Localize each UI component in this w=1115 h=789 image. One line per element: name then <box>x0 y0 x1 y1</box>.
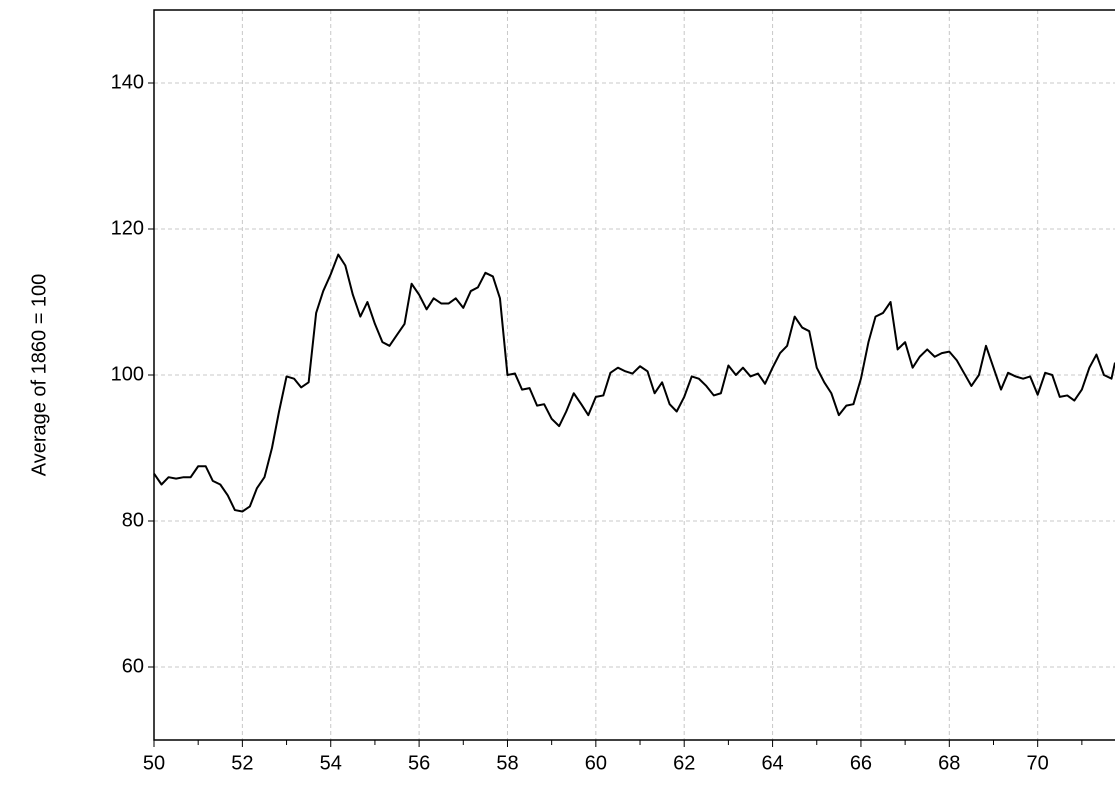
y-tick-label: 120 <box>111 217 144 239</box>
plot-frame <box>153 9 1115 741</box>
y-tick-label: 140 <box>111 71 144 93</box>
data-line <box>153 253 1115 513</box>
x-tick-label: 70 <box>1027 752 1049 774</box>
x-tick-label: 66 <box>850 752 872 774</box>
y-tick-label: 80 <box>122 509 144 531</box>
y-tick-label: 100 <box>111 363 144 385</box>
x-tick-label: 52 <box>231 752 253 774</box>
x-tick-label: 60 <box>585 752 607 774</box>
x-tick-label: 50 <box>143 752 165 774</box>
y-axis-label: Average of 1860 = 100 <box>28 274 50 477</box>
y-tick-label: 60 <box>122 655 144 677</box>
x-tick-label: 58 <box>496 752 518 774</box>
x-tick-label: 54 <box>320 752 342 774</box>
x-tick-label: 68 <box>938 752 960 774</box>
x-tick-label: 62 <box>673 752 695 774</box>
x-tick-label: 56 <box>408 752 430 774</box>
x-tick-label: 64 <box>761 752 783 774</box>
